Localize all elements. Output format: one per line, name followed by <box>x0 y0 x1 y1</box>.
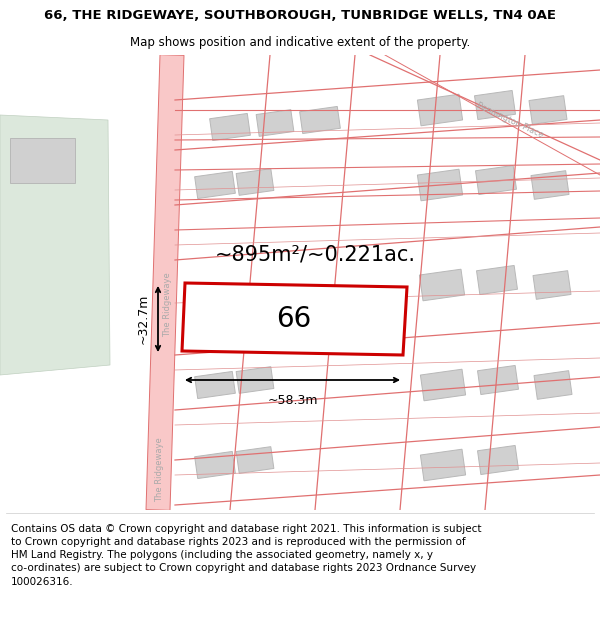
Bar <box>419 269 464 301</box>
Text: ~895m²/~0.221ac.: ~895m²/~0.221ac. <box>215 245 416 265</box>
Text: 66, THE RIDGEWAYE, SOUTHBOROUGH, TUNBRIDGE WELLS, TN4 0AE: 66, THE RIDGEWAYE, SOUTHBOROUGH, TUNBRID… <box>44 9 556 22</box>
Text: 66: 66 <box>277 305 312 333</box>
Bar <box>476 266 517 294</box>
Text: The Ridgewaye: The Ridgewaye <box>163 272 173 338</box>
Bar <box>478 366 518 394</box>
Bar <box>256 109 294 136</box>
Polygon shape <box>182 283 407 355</box>
Text: ~58.3m: ~58.3m <box>267 394 318 407</box>
Bar <box>475 91 515 119</box>
Bar <box>236 367 274 393</box>
Bar <box>533 271 571 299</box>
Text: Contains OS data © Crown copyright and database right 2021. This information is : Contains OS data © Crown copyright and d… <box>11 524 481 587</box>
Bar <box>418 94 463 126</box>
Bar <box>531 171 569 199</box>
Text: The Ridgewaye: The Ridgewaye <box>155 438 164 503</box>
Text: ~32.7m: ~32.7m <box>137 294 150 344</box>
Bar <box>236 447 274 473</box>
Bar <box>478 446 518 474</box>
Bar <box>421 449 466 481</box>
Bar <box>299 106 340 134</box>
Bar <box>10 138 74 182</box>
Bar <box>209 114 250 141</box>
Bar <box>194 171 235 199</box>
Bar <box>529 96 567 124</box>
Bar <box>421 369 466 401</box>
Polygon shape <box>0 115 110 375</box>
Bar <box>194 371 235 399</box>
Text: Pennington Place: Pennington Place <box>475 101 545 139</box>
Bar <box>194 451 235 479</box>
Bar <box>236 169 274 196</box>
Bar <box>476 166 517 194</box>
Bar <box>534 371 572 399</box>
Bar <box>418 169 463 201</box>
Text: Map shows position and indicative extent of the property.: Map shows position and indicative extent… <box>130 36 470 49</box>
Polygon shape <box>146 54 184 511</box>
